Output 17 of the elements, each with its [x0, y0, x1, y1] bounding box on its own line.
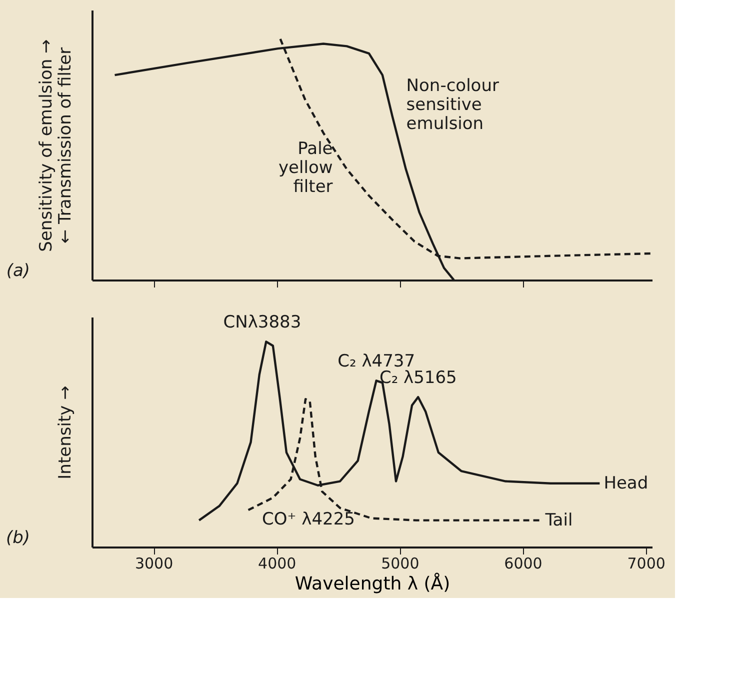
y-axis-title: Intensity →: [56, 386, 76, 480]
text: (b): [6, 528, 30, 548]
x-tick-label: 4000: [258, 554, 296, 572]
x-tick-label: 7000: [627, 554, 666, 572]
y-axis-title: Sensitivity of emulsion → ← Transmission of filter: [36, 39, 76, 252]
series-label: Pale yellow filter: [278, 139, 333, 198]
series-label: Head: [604, 473, 648, 494]
x-axis-title: Wavelength λ (Å): [294, 572, 450, 594]
x-tick-label: 6000: [504, 554, 542, 572]
annotation: C₂ λ5165: [379, 368, 457, 388]
x-tick-label: 3000: [134, 554, 174, 572]
series-label: Non-colour sensitive emulsion: [406, 76, 499, 134]
series-label: Tail: [544, 510, 573, 530]
text: (a): [6, 261, 30, 281]
x-tick-label: 5000: [381, 554, 420, 572]
annotation: CNλ3883: [223, 312, 302, 333]
annotation: CO⁺ λ4225: [262, 510, 355, 530]
